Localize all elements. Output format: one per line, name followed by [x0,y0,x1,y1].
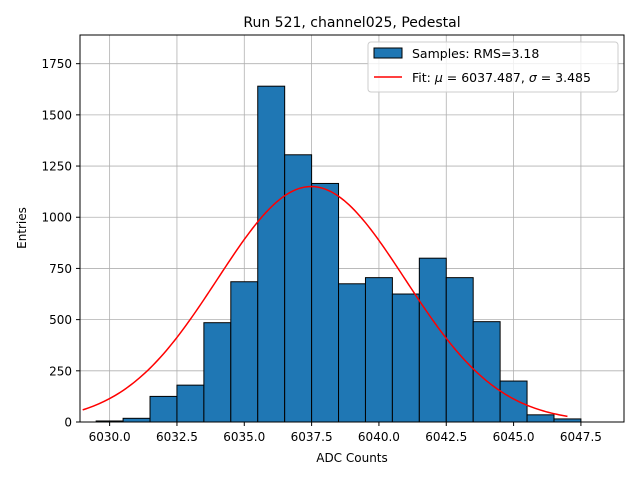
histogram-bar-3 [176,384,205,423]
histogram-bar-8 [311,182,340,423]
y-tick-label-5: 1250 [41,160,72,174]
histogram-bar-13 [445,277,474,423]
legend-samples-label: Samples: RMS=3.18 [412,46,539,61]
plot-frame [79,34,625,423]
x-tick-label-6: 6045.0 [493,430,535,444]
histogram-bar-4 [203,322,232,423]
y-tick-label-0: 0 [64,416,72,430]
legend-bar-swatch [373,47,403,59]
legend-fit-mu-symbol: μ [434,70,443,85]
histogram-bar-14 [472,321,501,423]
legend-fit-prefix: Fit: [412,70,435,85]
histogram-bar-10 [364,277,393,423]
y-tick-label-1: 250 [49,364,72,378]
x-tick-label-4: 6040.0 [358,430,400,444]
x-tick-label-2: 6035.0 [223,430,265,444]
x-tick-label-0: 6030.0 [89,430,131,444]
histogram-bar-12 [418,257,447,423]
x-axis-label: ADC Counts [316,451,388,465]
histogram-bar-6 [257,85,286,423]
histogram-bar-5 [230,281,259,423]
y-tick-label-3: 750 [49,262,72,276]
x-tick-label-7: 6047.5 [560,430,602,444]
chart-title: Run 521, channel025, Pedestal [243,15,460,31]
legend: Samples: RMS=3.18 Fit: μ = 6037.487, σ =… [367,41,619,93]
histogram-bar-16 [526,414,555,423]
legend-fit-label: Fit: μ = 6037.487, σ = 3.485 [412,70,591,85]
y-tick-label-6: 1500 [41,108,72,122]
y-axis-label: Entries [15,207,29,249]
y-tick-label-7: 1750 [41,57,72,71]
y-tick-label-2: 500 [49,313,72,327]
histogram-bar-2 [149,395,178,423]
histogram-bar-11 [391,293,420,423]
histogram-bar-9 [338,283,366,423]
x-tick-label-1: 6032.5 [156,430,198,444]
legend-fit-sigma-symbol: σ [529,70,538,85]
legend-fit-mu-value: = 6037.487, [443,70,529,85]
x-axis-ticks: 6030.0 6032.5 6035.0 6037.5 6040.0 6042.5 6045… [89,422,602,444]
x-tick-label-5: 6042.5 [425,430,467,444]
y-axis-ticks: 0 250 500 750 1000 1250 1500 1750 [41,57,80,430]
legend-fit-sigma-value: = 3.485 [537,70,591,85]
gaussian-fit-curve [82,185,568,418]
histogram-bars [95,85,582,423]
histogram-bar-1 [122,417,151,423]
x-tick-label-3: 6037.5 [291,430,333,444]
y-tick-label-4: 1000 [41,211,72,225]
legend-box [367,41,619,93]
histogram-bar-7 [284,154,313,423]
histogram-bar-15 [499,380,528,423]
fit-curve-layer [82,185,568,418]
